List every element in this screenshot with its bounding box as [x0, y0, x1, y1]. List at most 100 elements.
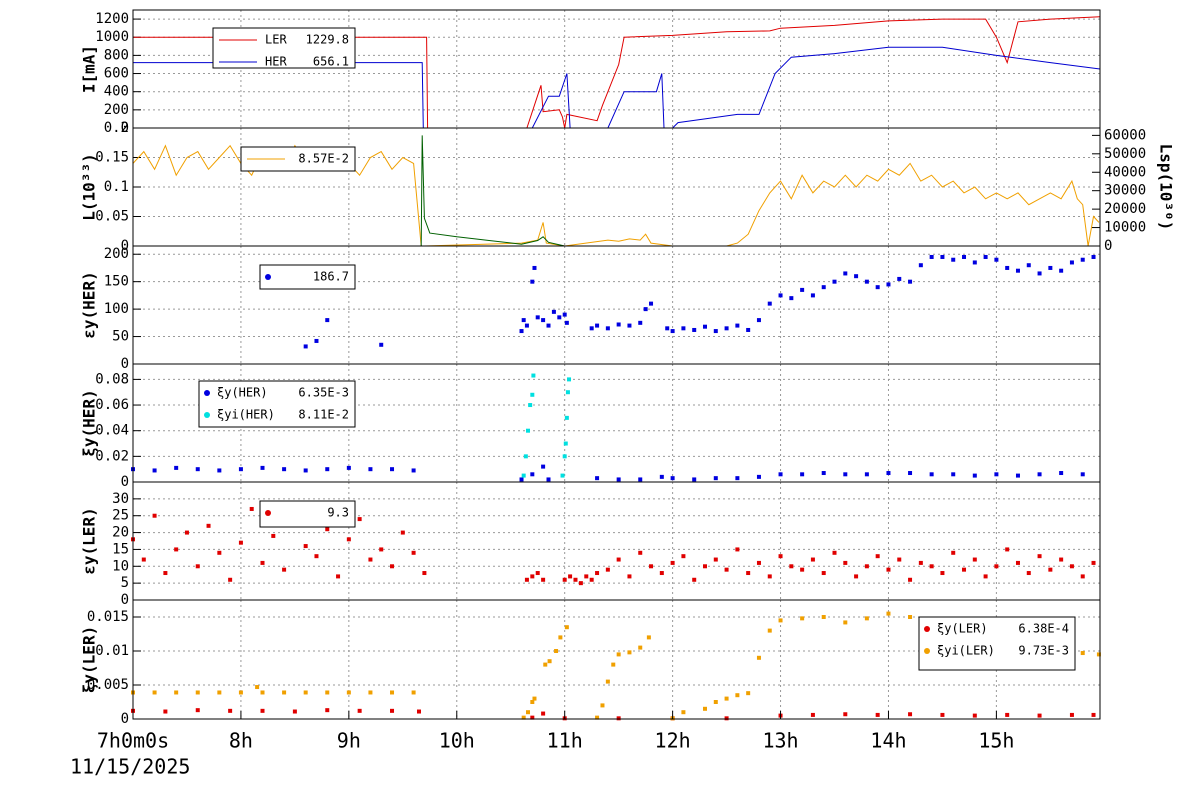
y-axis-label: L(10³³) [80, 153, 99, 220]
data-point [152, 690, 157, 695]
y-tick-label: 0.005 [87, 677, 129, 693]
data-point [206, 523, 211, 528]
data-point [616, 477, 621, 482]
data-point [767, 574, 772, 579]
y2-tick-label: 10000 [1104, 220, 1146, 236]
y-tick-label: 5 [121, 575, 129, 591]
data-point [1048, 567, 1053, 572]
data-point [174, 547, 179, 552]
data-point [702, 564, 707, 569]
y-tick-label: 1200 [95, 11, 129, 27]
data-point [578, 581, 583, 586]
data-point [972, 260, 977, 265]
y-tick-label: 0.15 [95, 150, 129, 166]
data-point [1091, 560, 1096, 565]
data-point [681, 710, 686, 715]
data-point [303, 544, 308, 549]
y-tick-label: 0 [121, 592, 129, 608]
data-point [627, 574, 632, 579]
data-point [810, 557, 815, 562]
y-tick-label: 0.05 [95, 209, 129, 225]
data-point [249, 506, 254, 511]
data-point [595, 571, 600, 576]
data-point [521, 318, 526, 323]
data-point [778, 472, 783, 477]
y-tick-label: 100 [104, 301, 129, 317]
data-point [390, 467, 395, 472]
data-point [886, 567, 891, 572]
legend-value: 186.7 [313, 270, 349, 284]
data-point [238, 540, 243, 545]
data-point [541, 464, 546, 469]
data-point [543, 662, 548, 667]
data-point [908, 471, 913, 476]
x-tick-label: 9h [337, 729, 361, 753]
data-point [843, 560, 848, 565]
data-point [526, 428, 531, 433]
data-point [282, 467, 287, 472]
y-tick-label: 0.02 [95, 448, 129, 464]
data-point [1080, 574, 1085, 579]
data-point [897, 557, 902, 562]
data-point [1059, 268, 1064, 273]
y-tick-label: 0.04 [95, 423, 129, 439]
data-point [1015, 268, 1020, 273]
data-point [778, 293, 783, 298]
data-point [713, 700, 718, 704]
data-point [649, 301, 654, 306]
y-tick-label: 600 [104, 66, 129, 82]
y-axis-label: ξy(HER) [80, 389, 99, 456]
data-point [735, 323, 740, 328]
y-tick-label: 0 [121, 474, 129, 490]
data-point [547, 659, 552, 664]
data-point [611, 662, 616, 667]
y-tick-label: 200 [104, 246, 129, 262]
data-point [756, 655, 761, 660]
data-point [929, 472, 934, 477]
data-point [1080, 257, 1085, 262]
data-point [558, 635, 563, 640]
data-point [217, 690, 222, 695]
data-point [368, 557, 373, 562]
data-point [1005, 547, 1010, 552]
x-tick-label: 10h [439, 729, 475, 753]
data-point [238, 690, 243, 695]
data-point [564, 625, 569, 630]
legend-box [259, 264, 356, 290]
data-point [875, 712, 880, 717]
data-point [972, 557, 977, 562]
data-point [530, 279, 535, 284]
data-point [314, 338, 319, 343]
data-point [918, 560, 923, 565]
y-tick-label: 1000 [95, 29, 129, 45]
data-point [400, 530, 405, 535]
data-point [832, 279, 837, 284]
data-point [325, 467, 330, 472]
legend-value: 8.57E-2 [298, 152, 349, 166]
data-point [983, 254, 988, 259]
data-point [411, 468, 416, 473]
data-point [724, 567, 729, 572]
data-point [260, 708, 265, 713]
data-point [735, 476, 740, 481]
data-point [589, 577, 594, 582]
data-point [962, 567, 967, 572]
data-point [303, 344, 308, 349]
data-point [627, 323, 632, 328]
data-point [195, 690, 200, 695]
data-point [411, 550, 416, 555]
data-point [528, 403, 533, 408]
data-point [746, 691, 751, 696]
data-point [530, 700, 535, 704]
data-point [994, 564, 999, 569]
data-point [908, 279, 913, 284]
data-point [1026, 263, 1031, 268]
data-point [767, 628, 772, 633]
data-point [521, 473, 526, 478]
data-point [184, 530, 189, 535]
data-point [1069, 564, 1074, 569]
data-point [1037, 554, 1042, 559]
data-point [875, 285, 880, 290]
data-point [271, 533, 276, 538]
